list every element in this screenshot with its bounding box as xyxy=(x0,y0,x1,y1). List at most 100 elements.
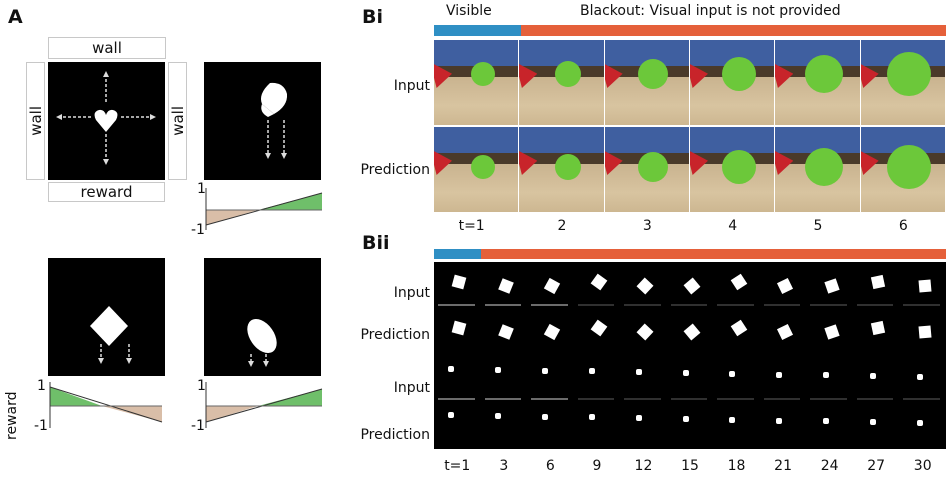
green-ball-icon xyxy=(721,150,756,184)
bii-frame-grid xyxy=(434,262,946,449)
separator-strip xyxy=(856,304,894,306)
green-ball-icon xyxy=(804,148,843,186)
small-blob-icon xyxy=(448,366,455,372)
bii-tick-label: 12 xyxy=(634,458,653,474)
white-square-icon xyxy=(451,320,467,336)
wall-left-box: wall xyxy=(26,62,45,180)
wall-top-box: wall xyxy=(48,37,166,59)
small-blob-icon xyxy=(869,419,876,426)
white-square-icon xyxy=(823,324,840,340)
separator-strip xyxy=(810,304,847,306)
white-square-icon xyxy=(498,324,514,340)
panel-a-letter: A xyxy=(8,6,23,28)
bi-row-prediction: Prediction xyxy=(360,162,430,178)
green-ball-icon xyxy=(887,52,932,96)
visible-label: Visible xyxy=(446,3,492,19)
bii-tick-label: 30 xyxy=(913,458,932,474)
white-square-icon xyxy=(683,323,701,341)
small-blob-icon xyxy=(916,374,923,380)
separator-strip xyxy=(531,398,568,400)
heart-with-arrows xyxy=(56,71,156,165)
small-blob-icon xyxy=(635,415,642,422)
bi-tick-label: 3 xyxy=(642,218,652,234)
white-square-icon xyxy=(871,274,886,290)
small-blob-icon xyxy=(823,418,830,425)
blackout-label: Blackout: Visual input is not provided xyxy=(580,3,841,19)
small-blob-icon xyxy=(635,369,642,376)
env-diamond xyxy=(48,258,165,376)
separator-strip xyxy=(438,398,475,400)
wall-right-label: wall xyxy=(168,106,187,136)
separator-strip xyxy=(670,398,708,400)
bii-tick-label: t=1 xyxy=(444,458,471,474)
green-ball-icon xyxy=(554,154,581,180)
small-blob-icon xyxy=(682,416,689,422)
white-square-icon xyxy=(590,319,608,337)
separator-strip xyxy=(670,304,708,306)
white-square-icon xyxy=(683,277,701,295)
separator-strip xyxy=(484,398,522,400)
separator-strip xyxy=(810,398,847,400)
panel-bii-letter: Bii xyxy=(362,232,390,254)
bii-tick-label: 6 xyxy=(545,458,555,474)
white-square-icon xyxy=(544,323,561,341)
white-square-icon xyxy=(636,277,654,295)
separator-strip xyxy=(856,398,894,400)
small-blob-icon xyxy=(588,414,595,421)
bi-input-frame-1 xyxy=(434,40,519,125)
bii-tick-label: 15 xyxy=(681,458,699,474)
bi-prediction-frame-5 xyxy=(775,127,860,212)
separator-strip xyxy=(717,398,754,400)
small-blob-icon xyxy=(916,420,923,426)
wall-left-label: wall xyxy=(26,106,45,136)
ellipse-icon xyxy=(247,318,277,367)
green-ball-icon xyxy=(887,145,932,189)
plot1-ymin: -1 xyxy=(191,222,205,238)
diamond-icon xyxy=(90,306,132,364)
separator-strip xyxy=(763,304,801,306)
bi-prediction-frame-3 xyxy=(604,127,689,212)
small-blob-icon xyxy=(682,370,689,376)
tilted-heart-icon xyxy=(261,82,288,159)
bii-tick-label: 9 xyxy=(592,458,602,474)
plot3-ymin: -1 xyxy=(191,418,205,434)
green-ball-icon xyxy=(638,59,669,89)
plot3-ymax: 1 xyxy=(197,378,206,394)
white-square-icon xyxy=(918,279,932,293)
separator-strip xyxy=(903,304,940,306)
small-blob-icon xyxy=(495,412,502,419)
visible-bar xyxy=(434,25,521,36)
env-ellipse xyxy=(204,258,321,376)
bi-input-frame-5 xyxy=(775,40,860,125)
plot1-ymax: 1 xyxy=(197,181,206,197)
white-square-icon xyxy=(823,278,840,294)
bii-row-label-2: Prediction xyxy=(360,327,430,343)
bii-tick-label: 24 xyxy=(820,458,839,474)
separator-strip xyxy=(624,304,661,306)
white-square-icon xyxy=(451,274,467,290)
separator-strip xyxy=(484,304,522,306)
reward-box: reward xyxy=(48,182,165,202)
separator-strip xyxy=(577,304,615,306)
small-blob-icon xyxy=(776,371,783,378)
small-blob-icon xyxy=(495,366,502,373)
white-square-icon xyxy=(871,320,886,336)
small-blob-icon xyxy=(541,413,548,420)
bii-blackout-bar xyxy=(481,249,946,259)
white-square-icon xyxy=(544,277,561,295)
bi-input-frame-2 xyxy=(519,40,604,125)
bi-prediction-frame-1 xyxy=(434,127,519,212)
plot2-ymax: 1 xyxy=(37,378,46,394)
bi-tick-label: 6 xyxy=(898,218,908,234)
bii-row-label-4: Prediction xyxy=(360,427,430,443)
white-square-icon xyxy=(636,323,654,341)
white-square-icon xyxy=(777,323,794,341)
white-square-icon xyxy=(730,319,747,337)
bi-tick-label: 5 xyxy=(813,218,823,234)
wall-top-label: wall xyxy=(92,39,122,57)
green-ball-icon xyxy=(804,55,843,93)
reward-axis-label: reward xyxy=(4,391,20,441)
green-ball-icon xyxy=(470,155,495,179)
env-heart-tilted xyxy=(204,62,321,180)
reward-plot-1 xyxy=(205,188,323,230)
